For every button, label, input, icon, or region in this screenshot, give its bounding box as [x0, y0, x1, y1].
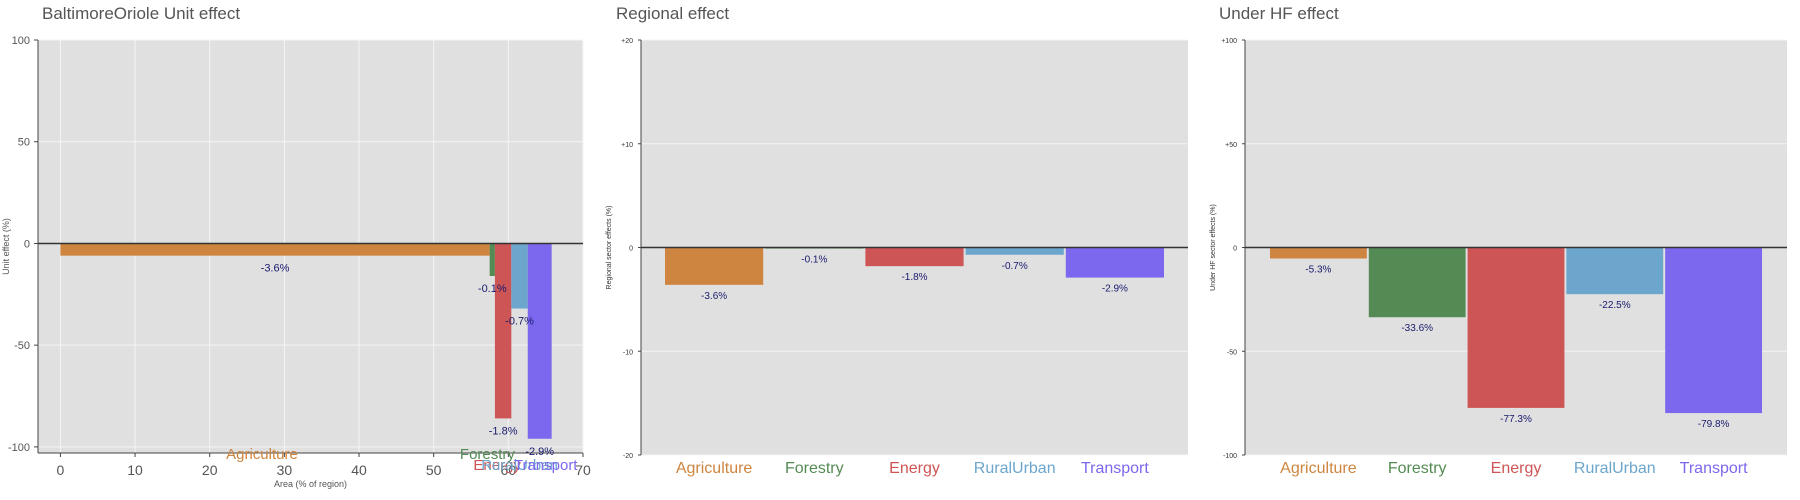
bar-ruralurban: [1566, 247, 1664, 295]
y-tick-label: 100: [12, 35, 30, 47]
under-hf-effect-chart: +100 +50 0 -50 -100 -5.3% Agriculture -33.6% For…: [1210, 38, 1787, 477]
bar-transport: [1065, 247, 1164, 278]
data-label: -1.8%: [489, 425, 518, 437]
category-label: Transport: [514, 457, 578, 474]
unit-effect-chart: 100 50 0 -50 -100 0 10 20 30 40 50 60 70 -3.6% -0.1% -1…: [1, 35, 591, 489]
bar-forestry: [1368, 247, 1466, 318]
y-tick-label: 50: [18, 137, 30, 149]
data-label: -3.6%: [261, 263, 290, 275]
under-hf-effect-title: Under HF effect: [1219, 4, 1339, 23]
category-label: Agriculture: [226, 446, 298, 463]
x-tick-label: 50: [426, 462, 442, 478]
y-tick-label: -50: [1227, 349, 1237, 356]
x-tick-label: 20: [202, 462, 218, 478]
category-label: Forestry: [785, 460, 844, 477]
bar-ruralurban: [511, 243, 528, 309]
category-label: Forestry: [460, 446, 516, 463]
data-label: -5.3%: [1305, 264, 1331, 275]
y-tick-label: -100: [8, 442, 30, 454]
y-tick-label: +10: [621, 142, 633, 149]
bar-ruralurban: [965, 247, 1064, 255]
x-axis-label: Area (% of region): [274, 479, 347, 489]
data-label: -2.9%: [525, 446, 554, 458]
y-tick-label: -50: [14, 340, 30, 352]
category-label: Energy: [473, 457, 521, 474]
y-tick-label: -20: [623, 453, 633, 460]
y-tick-label: 0: [629, 246, 633, 253]
category-label: Agriculture: [676, 460, 753, 477]
x-tick-label: 60: [501, 462, 517, 478]
data-label: -22.5%: [1599, 300, 1631, 311]
y-tick-label: +50: [1225, 142, 1237, 149]
regional-effect-chart: +20 +10 0 -10 -20 -3.6% Agriculture -0.1% Forest…: [606, 38, 1188, 477]
x-tick-label: 70: [575, 462, 591, 478]
data-label: -0.1%: [478, 283, 507, 295]
x-tick-label: 40: [351, 462, 367, 478]
bar-energy: [1467, 247, 1565, 408]
data-label: -2.9%: [1102, 284, 1128, 295]
bar-transport: [1665, 247, 1763, 414]
y-tick-label: 0: [1233, 246, 1237, 253]
bar-transport: [527, 243, 552, 439]
category-label: Forestry: [1388, 460, 1447, 477]
category-label: RuralUrban: [974, 460, 1056, 477]
data-label: -33.6%: [1401, 323, 1433, 334]
bar-energy: [865, 247, 964, 267]
bar-agriculture: [665, 247, 764, 285]
category-label: RuralUrban: [481, 457, 558, 474]
data-label: -0.7%: [505, 316, 534, 328]
x-tick-label: 10: [127, 462, 143, 478]
data-label: -0.7%: [1002, 261, 1028, 272]
data-label: -79.8%: [1698, 419, 1730, 430]
category-label: Agriculture: [1280, 460, 1357, 477]
data-label: -0.1%: [801, 255, 827, 266]
y-tick-label: +20: [621, 38, 633, 45]
data-label: -3.6%: [701, 291, 727, 302]
category-label: RuralUrban: [1574, 460, 1656, 477]
bar-agriculture: [1269, 247, 1367, 259]
y-axis-label: Unit effect (%): [1, 218, 11, 275]
data-label: -77.3%: [1500, 414, 1532, 425]
bar-agriculture: [60, 243, 490, 256]
y-axis-label: Regional sector effects (%): [606, 206, 613, 290]
category-label: Transport: [1081, 460, 1149, 477]
bar-forestry: [489, 243, 495, 276]
y-tick-label: 0: [24, 238, 30, 250]
category-label: Energy: [1491, 460, 1542, 477]
x-tick-label: 30: [277, 462, 293, 478]
y-tick-label: -10: [623, 349, 633, 356]
regional-effect-title: Regional effect: [616, 4, 730, 23]
category-label: Transport: [1680, 460, 1748, 477]
data-label: -1.8%: [901, 272, 927, 283]
y-tick-label: -100: [1223, 453, 1237, 460]
category-label: Energy: [889, 460, 940, 477]
unit-effect-title: BaltimoreOriole Unit effect: [42, 4, 241, 23]
x-tick-label: 0: [56, 462, 64, 478]
bar-energy: [494, 243, 512, 419]
y-axis-label: Under HF sector effects (%): [1210, 204, 1217, 291]
y-tick-label: +100: [1221, 38, 1237, 45]
